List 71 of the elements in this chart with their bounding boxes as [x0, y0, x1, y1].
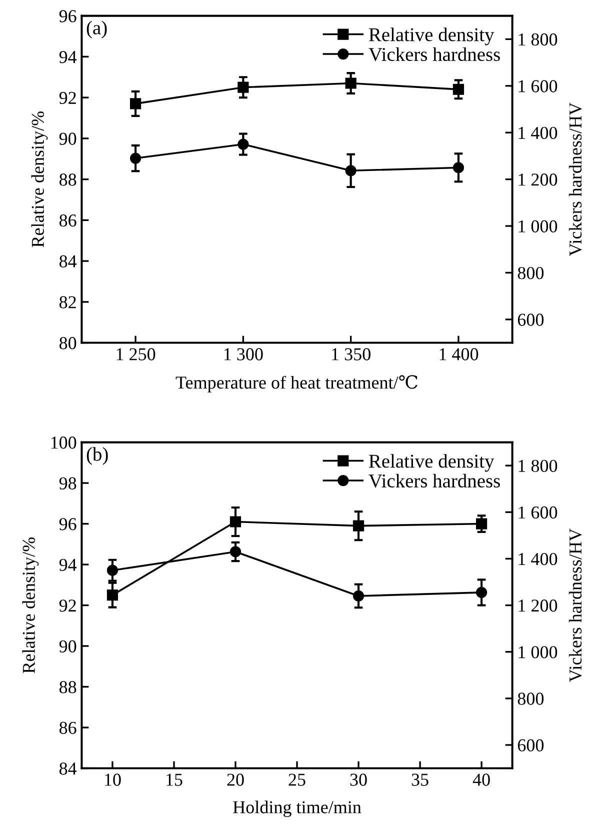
- y2-tick-label: 600: [518, 739, 544, 752]
- legend-label: Relative density: [368, 454, 494, 472]
- x-tick-label: 1 250: [116, 348, 156, 360]
- point: [106, 590, 118, 601]
- y-tick-label: 90: [59, 132, 76, 145]
- point: [238, 138, 249, 150]
- y-tick-label: 86: [59, 722, 76, 734]
- y-tick-label: 88: [59, 174, 76, 186]
- y-tick-label: 100: [51, 436, 76, 449]
- y-axis-title: Relative density/%: [22, 537, 39, 674]
- x-tick-label: 25: [288, 774, 306, 786]
- annotation: (a): [86, 20, 107, 38]
- x-tick-label: 15: [166, 774, 182, 786]
- point: [345, 165, 356, 176]
- y2-tick-label: 1 000: [518, 646, 558, 658]
- y-tick-label: 92: [59, 600, 76, 612]
- x-tick-label: 35: [412, 774, 428, 786]
- point: [452, 162, 464, 174]
- y-tick-label: 88: [59, 681, 76, 694]
- x-axis-title: Holding time/min: [233, 800, 362, 818]
- y-tick-label: 94: [59, 558, 77, 571]
- y-tick-label: 96: [59, 10, 76, 22]
- legend-label: Vickers hardness: [368, 47, 500, 62]
- x-axis-title: Temperature of heat treatment/℃: [176, 375, 418, 392]
- point: [476, 518, 488, 530]
- point: [238, 82, 249, 93]
- y2-tick-label: 1 600: [518, 80, 558, 92]
- point: [345, 78, 356, 89]
- y2-axis-title: Vickers hardness/HV: [568, 102, 582, 256]
- y2-tick-label: 1 600: [518, 506, 558, 519]
- legend-label: Relative density: [368, 28, 494, 46]
- point: [130, 152, 142, 164]
- y-tick-label: 84: [59, 762, 77, 775]
- legend-label: Vickers hardness: [368, 474, 500, 488]
- y2-tick-label: 1 200: [518, 600, 558, 612]
- point: [452, 84, 464, 95]
- x-tick-label: 1 400: [440, 348, 478, 360]
- point: [106, 564, 118, 576]
- y2-tick-label: 1 200: [518, 174, 558, 186]
- y2-tick-label: 600: [518, 314, 544, 326]
- x-tick-label: 1 300: [224, 348, 263, 360]
- x-tick-label: 1 350: [332, 348, 370, 360]
- annotation: (b): [86, 447, 108, 465]
- y-tick-label: 80: [59, 337, 76, 350]
- y-tick-label: 98: [59, 477, 76, 490]
- point: [352, 590, 364, 602]
- y2-tick-label: 1 000: [518, 220, 558, 232]
- x-tick-label: 30: [350, 774, 367, 786]
- y2-axis-title: Vickers hardness/HV: [568, 528, 582, 682]
- y-tick-label: 92: [59, 92, 76, 104]
- y-tick-label: 84: [59, 255, 77, 268]
- point: [230, 516, 242, 528]
- y2-tick-label: 1 400: [518, 126, 558, 140]
- x-tick-label: 40: [472, 774, 490, 786]
- x-tick-label: 20: [227, 774, 244, 786]
- y-tick-label: 90: [59, 640, 76, 652]
- y2-tick-label: 1 800: [518, 460, 558, 472]
- point: [230, 546, 242, 558]
- point: [130, 98, 142, 110]
- y-tick-label: 86: [59, 214, 76, 227]
- y-tick-label: 94: [59, 50, 77, 64]
- y-tick-label: 82: [59, 296, 76, 308]
- y2-tick-label: 1 400: [518, 552, 558, 566]
- y2-tick-label: 1 800: [518, 33, 558, 46]
- point: [352, 520, 364, 532]
- y-tick-label: 96: [59, 518, 76, 530]
- y2-tick-label: 800: [518, 266, 544, 280]
- y-axis-title: Relative density/%: [31, 111, 48, 248]
- x-tick-label: 10: [105, 774, 121, 786]
- y2-tick-label: 800: [518, 692, 544, 705]
- point: [476, 586, 488, 598]
